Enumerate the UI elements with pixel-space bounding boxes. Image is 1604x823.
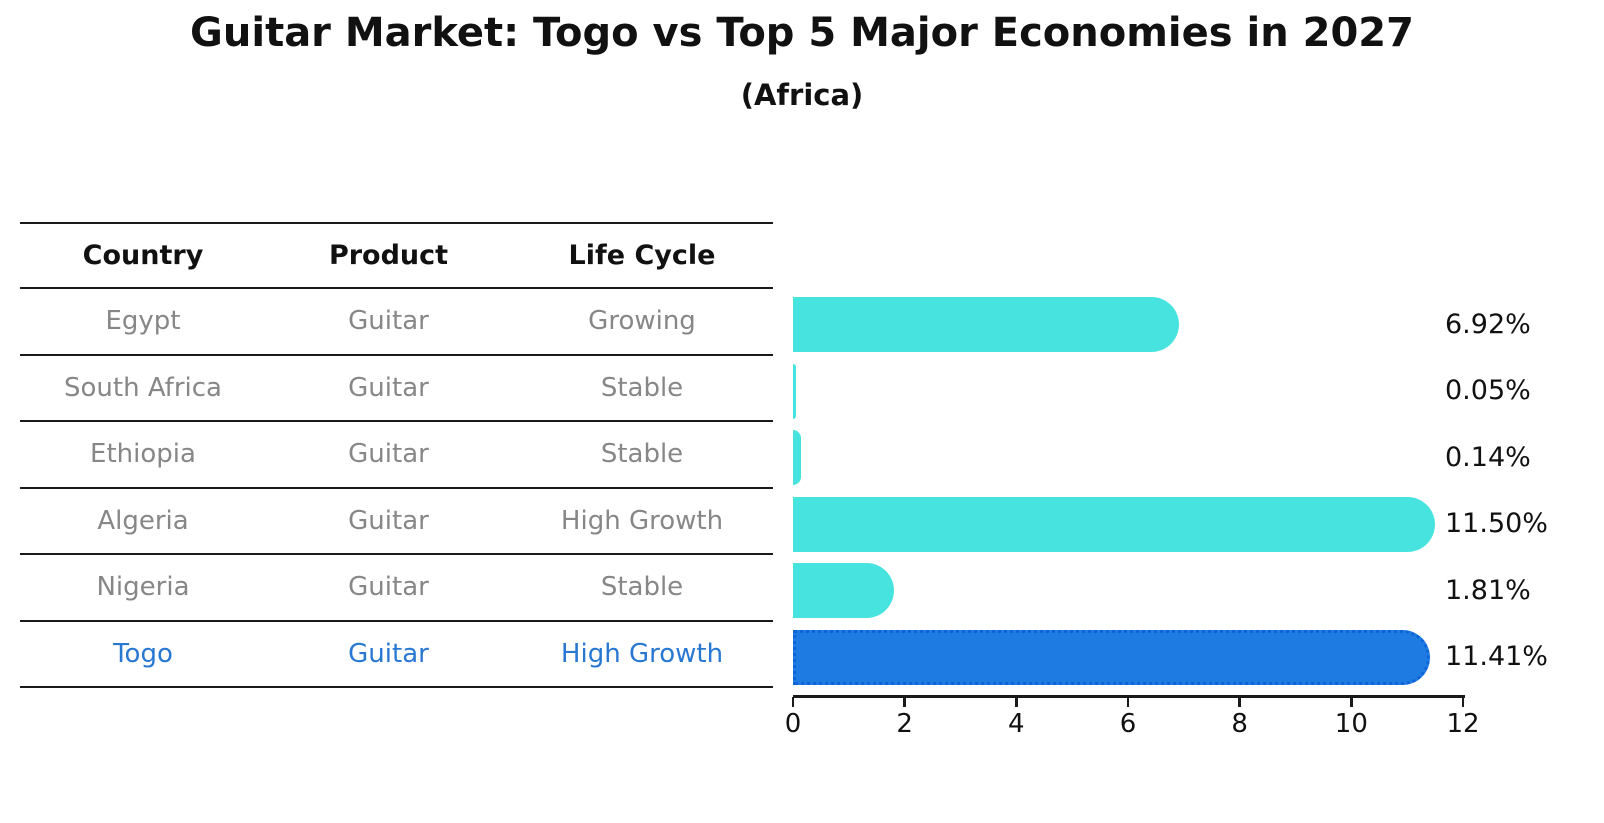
bar-south-africa [793, 363, 796, 419]
value-label-ethiopia: 0.14% [1445, 441, 1531, 473]
value-label-egypt: 6.92% [1445, 308, 1531, 340]
x-tick-label-4: 4 [1008, 709, 1025, 739]
chart-title: Guitar Market: Togo vs Top 5 Major Econo… [190, 10, 1414, 56]
column-header-country: Country [82, 240, 204, 271]
cell-life-cycle: Stable [600, 572, 684, 603]
value-label-south-africa: 0.05% [1445, 375, 1531, 406]
table-row-nigeria: Nigeria Guitar Stable [20, 555, 773, 622]
value-label-nigeria: 1.81% [1445, 574, 1531, 606]
cell-life-cycle: Growing [588, 306, 696, 337]
cell-country: Nigeria [96, 572, 190, 603]
cell-country: Algeria [97, 505, 189, 536]
x-tick-label-0: 0 [784, 709, 802, 739]
cell-product: Guitar [348, 439, 429, 470]
chart-subtitle: (Africa) [740, 78, 864, 112]
cell-life-cycle: High Growth [560, 638, 724, 669]
table-row-togo: Togo Guitar High Growth [20, 622, 773, 688]
cell-country: Egypt [105, 306, 181, 337]
x-tick-12 [1461, 697, 1465, 707]
table-row-algeria: Algeria Guitar High Growth [20, 489, 773, 555]
cell-country: South Africa [64, 372, 222, 403]
value-label-togo: 11.41% [1445, 641, 1548, 672]
x-tick-4 [1015, 697, 1018, 707]
cell-country: Ethiopia [90, 439, 196, 470]
cell-product: Guitar [348, 372, 429, 403]
cell-product: Guitar [348, 638, 429, 669]
table-header-row: Country Product Life Cycle [20, 222, 773, 289]
x-tick-0 [791, 697, 795, 707]
table-row-egypt: Egypt Guitar Growing [20, 289, 773, 356]
x-tick-label-2: 2 [896, 709, 913, 739]
x-tick-8 [1238, 697, 1241, 707]
x-tick-2 [903, 697, 906, 707]
table-row-south-africa: South Africa Guitar Stable [20, 356, 773, 422]
bar-egypt [793, 297, 1180, 352]
column-header-life-cycle: Life Cycle [568, 240, 716, 271]
country-table: Country Product Life Cycle Egypt Guitar Growi… [20, 222, 773, 688]
bar-ethiopia [793, 430, 801, 485]
cell-product: Guitar [348, 306, 429, 337]
x-tick-label-8: 8 [1231, 709, 1248, 739]
bar-togo [793, 629, 1431, 685]
cell-life-cycle: High Growth [560, 505, 724, 536]
column-header-product: Product [328, 240, 449, 271]
x-tick-label-6: 6 [1119, 709, 1137, 739]
cell-country: Togo [113, 638, 173, 669]
x-axis-line [793, 695, 1465, 698]
cell-product: Guitar [348, 572, 429, 603]
x-tick-6 [1126, 697, 1130, 707]
cell-product: Guitar [348, 505, 429, 536]
cell-life-cycle: Stable [600, 372, 684, 403]
x-tick-label-10: 10 [1334, 709, 1368, 739]
x-tick-10 [1350, 697, 1353, 707]
x-tick-label-12: 12 [1446, 709, 1480, 739]
bar-algeria [793, 496, 1436, 552]
cell-life-cycle: Stable [600, 439, 684, 470]
table-row-ethiopia: Ethiopia Guitar Stable [20, 422, 773, 489]
value-label-algeria: 11.50% [1445, 508, 1548, 539]
bar-nigeria [793, 563, 895, 618]
